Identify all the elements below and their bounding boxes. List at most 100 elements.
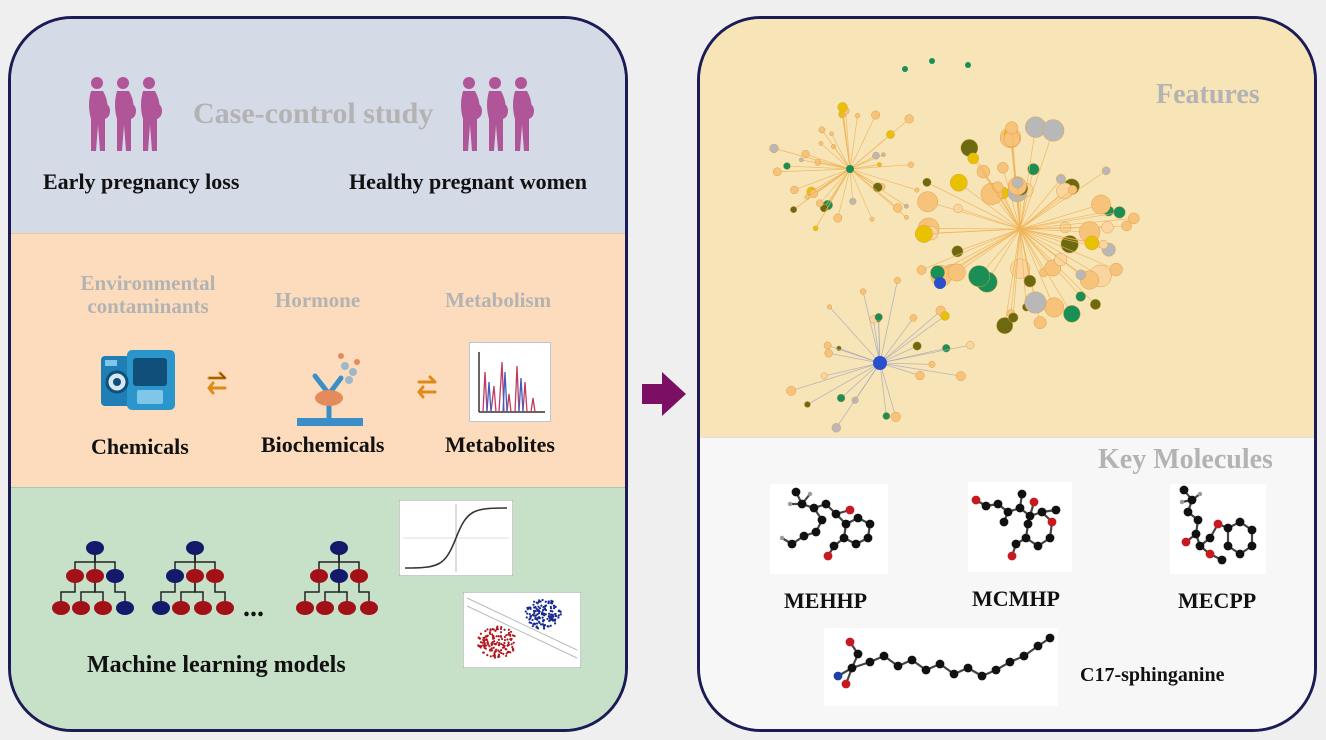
atom [841, 519, 851, 529]
atom [1019, 651, 1029, 661]
network-node [1042, 119, 1065, 142]
atom [999, 517, 1009, 527]
atom [1193, 515, 1203, 525]
atom [845, 637, 855, 647]
network-node [881, 152, 886, 157]
atom [1007, 551, 1017, 561]
chromatogram-icon [469, 342, 551, 422]
atom [1217, 555, 1227, 565]
key-molecules-title: Key Molecules [1098, 444, 1273, 475]
network-node [772, 167, 782, 177]
network-node [949, 173, 968, 192]
exchange-arrows-icon [207, 371, 227, 395]
network-node [877, 162, 882, 167]
atom [787, 501, 793, 507]
network-node [914, 225, 933, 243]
atom [1187, 495, 1197, 505]
atom [1213, 519, 1223, 529]
network-node [1005, 121, 1019, 135]
study-title: Case-control study [193, 97, 434, 130]
network-node [826, 304, 832, 310]
atom [1223, 523, 1233, 533]
network-node [872, 182, 883, 193]
molecule-label-c17-sphinganine: C17-sphinganine [1080, 664, 1225, 686]
exchange-arrows-icon-2 [417, 375, 437, 399]
network-node [831, 423, 841, 433]
ml-models-label: Machine learning models [87, 652, 346, 678]
network-node [968, 265, 991, 288]
atom [893, 661, 903, 671]
network-node [1075, 269, 1087, 281]
network-node [801, 150, 810, 159]
network-node [818, 141, 824, 146]
molecule-c17-sphinganine-structure [824, 628, 1058, 706]
network-node [859, 288, 867, 295]
decision-tree-icon [52, 541, 134, 615]
decision-trees-icon [52, 541, 378, 615]
network-node [804, 194, 810, 200]
molecule-label-mecpp: MECPP [1178, 588, 1257, 613]
env-contaminants-label: Environmental contaminants [80, 271, 216, 318]
atom [865, 519, 875, 529]
atom [1183, 507, 1193, 517]
omics-section: Environmental contaminants Hormone Metab… [11, 233, 625, 488]
network-node [872, 151, 880, 160]
molecule-mecpp-structure [1170, 484, 1266, 574]
atom [847, 663, 857, 673]
atom [787, 539, 797, 549]
network-node [871, 110, 881, 120]
network-node [942, 344, 951, 353]
atom [1179, 485, 1189, 495]
pregnant-women-icon-right [461, 77, 534, 151]
chemicals-label: Chemicals [91, 434, 189, 459]
atom [1045, 533, 1055, 543]
network-node [1128, 212, 1140, 225]
case-control-section: Case-control study Early pregnancy loss … [11, 19, 625, 233]
atom [821, 499, 831, 509]
metabolism-label: Metabolism [445, 288, 552, 312]
atom [833, 671, 843, 681]
atom [1037, 507, 1047, 517]
network-node [1091, 194, 1111, 215]
network-node [874, 312, 883, 322]
network-node [829, 131, 834, 137]
atom [1033, 641, 1043, 651]
pregnant-woman-icon [141, 77, 162, 151]
network-node [1068, 184, 1078, 195]
network-node [1063, 305, 1081, 323]
atom [1191, 529, 1201, 539]
network-node [869, 216, 875, 222]
network-node [966, 341, 975, 350]
atom [853, 649, 863, 659]
network-node [818, 126, 826, 134]
antibody-icon [297, 353, 363, 426]
cluster-scatter-icon [463, 592, 581, 668]
atom [1247, 525, 1257, 535]
network-node [1109, 262, 1123, 277]
decision-tree-icon [296, 541, 378, 615]
features-section: Features [700, 19, 1314, 437]
network-node [837, 102, 848, 113]
atom [817, 515, 827, 525]
network-node [1027, 163, 1040, 176]
atom [809, 503, 819, 513]
network-node [790, 185, 799, 195]
atom [1205, 533, 1215, 543]
network-node [769, 143, 779, 154]
network-node [904, 214, 909, 220]
network-node [804, 401, 811, 408]
atom [811, 527, 821, 537]
atom [991, 665, 1001, 675]
ml-section: ... Machine learning models [11, 487, 625, 729]
network-node [824, 348, 833, 358]
network-node [812, 225, 819, 232]
atom [865, 657, 875, 667]
molecule-mcmhp-structure [968, 482, 1072, 572]
atom [907, 655, 917, 665]
network-node [1121, 220, 1132, 232]
network-node [940, 311, 950, 321]
atom [807, 491, 813, 497]
network-node [854, 113, 861, 119]
network-node [820, 372, 828, 380]
network-node [915, 371, 925, 381]
